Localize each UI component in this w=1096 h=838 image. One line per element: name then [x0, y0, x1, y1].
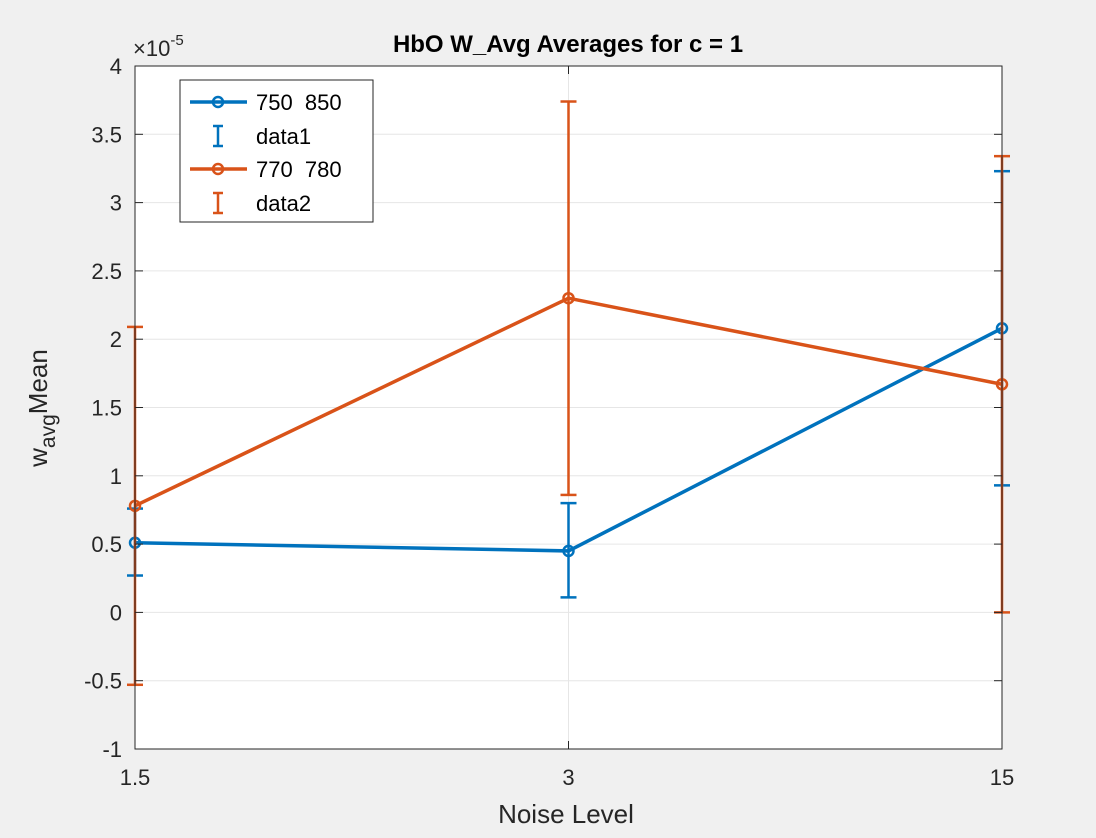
y-axis-label-sub: avg [37, 414, 60, 448]
y-axis-label-main: w [23, 448, 53, 468]
y-axis-label-rest: Mean [23, 349, 53, 414]
y-tick-label: 2.5 [91, 259, 122, 284]
y-exponent: ×10-5 [133, 32, 184, 61]
y-tick-label: 1 [110, 464, 122, 489]
legend-label: 750 850 [256, 90, 342, 115]
legend-label: data1 [256, 124, 311, 149]
data-point [562, 291, 575, 305]
y-exponent-base: ×10 [133, 36, 170, 61]
data-point [562, 544, 575, 558]
ticks: -1 -0.5 0 0.5 1 1.5 2 2.5 3 3.5 4 1.5 3 15 [84, 54, 1014, 790]
y-tick-label: 1.5 [91, 396, 122, 421]
y-tick-label: -0.5 [84, 669, 122, 694]
x-tick-label: 15 [990, 765, 1014, 790]
y-tick-label: 0.5 [91, 532, 122, 557]
legend-items: 750 850 data1 770 780 data2 [190, 90, 342, 216]
y-tick-label: 3 [110, 191, 122, 216]
chart-title: HbO W_Avg Averages for c = 1 [393, 31, 743, 58]
y-axis-label: wavgMean [23, 349, 60, 468]
legend: 750 850 data1 770 780 data2 [179, 79, 374, 223]
y-tick-label: 0 [110, 600, 122, 625]
x-tick-label: 1.5 [120, 765, 151, 790]
legend-label: data2 [256, 191, 311, 216]
x-axis-label: Noise Level [498, 799, 634, 829]
legend-label: 770 780 [256, 157, 342, 182]
legend-marker-swatch [211, 162, 225, 176]
legend-marker-swatch [211, 95, 225, 109]
x-tick-label: 3 [562, 765, 574, 790]
y-tick-label: 3.5 [91, 122, 122, 147]
series-line [134, 326, 1003, 553]
y-tick-label: -1 [102, 737, 122, 762]
y-tick-label: 2 [110, 327, 122, 352]
series-line [134, 296, 1003, 508]
y-tick-label: 4 [110, 54, 122, 79]
y-exponent-power: -5 [170, 32, 183, 49]
